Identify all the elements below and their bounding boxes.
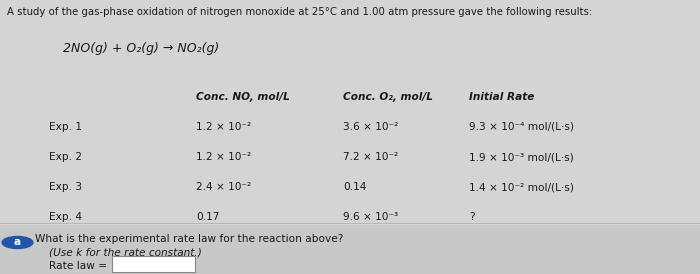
Text: Exp. 1: Exp. 1	[49, 122, 82, 132]
Text: 1.2 × 10⁻²: 1.2 × 10⁻²	[196, 122, 251, 132]
Text: Rate law =: Rate law =	[49, 261, 107, 271]
Text: Exp. 4: Exp. 4	[49, 212, 82, 222]
Text: ?: ?	[469, 212, 475, 222]
Text: 0.17: 0.17	[196, 212, 219, 222]
Circle shape	[2, 236, 33, 249]
Text: 0.14: 0.14	[343, 182, 366, 192]
Text: 9.6 × 10⁻³: 9.6 × 10⁻³	[343, 212, 398, 222]
Text: Conc. O₂, mol/L: Conc. O₂, mol/L	[343, 92, 433, 102]
FancyBboxPatch shape	[0, 225, 700, 274]
Text: Exp. 3: Exp. 3	[49, 182, 82, 192]
Text: 2.4 × 10⁻²: 2.4 × 10⁻²	[196, 182, 251, 192]
Text: 1.4 × 10⁻² mol/(L·s): 1.4 × 10⁻² mol/(L·s)	[469, 182, 574, 192]
Text: A study of the gas-phase oxidation of nitrogen monoxide at 25°C and 1.00 atm pre: A study of the gas-phase oxidation of ni…	[7, 7, 592, 17]
Text: Initial Rate: Initial Rate	[469, 92, 534, 102]
Text: Conc. NO, mol/L: Conc. NO, mol/L	[196, 92, 290, 102]
Text: Exp. 2: Exp. 2	[49, 152, 82, 162]
FancyBboxPatch shape	[112, 256, 195, 272]
Text: 7.2 × 10⁻²: 7.2 × 10⁻²	[343, 152, 398, 162]
Text: (Use k for the rate constant.): (Use k for the rate constant.)	[49, 248, 202, 258]
Text: 1.2 × 10⁻²: 1.2 × 10⁻²	[196, 152, 251, 162]
Text: 1.9 × 10⁻³ mol/(L·s): 1.9 × 10⁻³ mol/(L·s)	[469, 152, 574, 162]
Text: 2NO(g) + O₂(g) → NO₂(g): 2NO(g) + O₂(g) → NO₂(g)	[63, 42, 219, 55]
Text: a: a	[14, 238, 21, 247]
Text: What is the experimental rate law for the reaction above?: What is the experimental rate law for th…	[35, 234, 344, 244]
Text: 3.6 × 10⁻²: 3.6 × 10⁻²	[343, 122, 398, 132]
Text: 9.3 × 10⁻⁴ mol/(L·s): 9.3 × 10⁻⁴ mol/(L·s)	[469, 122, 574, 132]
